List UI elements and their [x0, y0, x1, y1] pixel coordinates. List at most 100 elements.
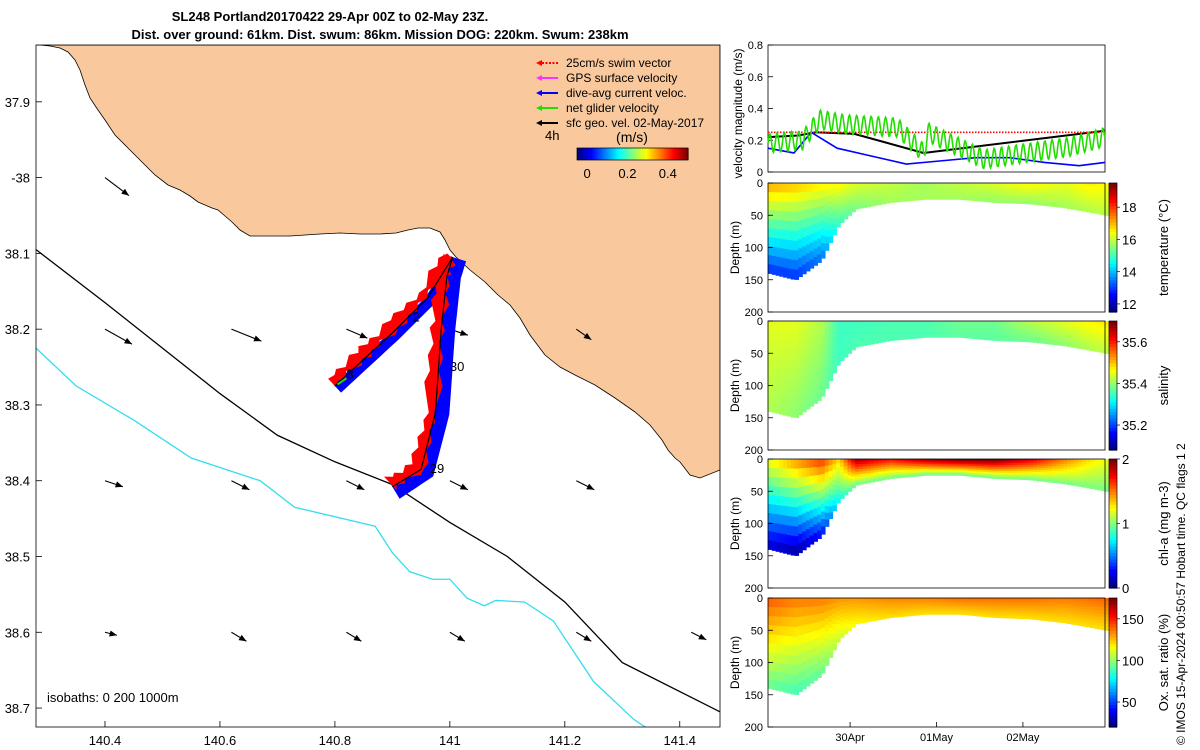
section-cell	[821, 504, 826, 513]
section-cell	[942, 606, 947, 609]
section-cell	[824, 230, 830, 238]
section-cell	[1105, 333, 1110, 338]
section-cell	[805, 606, 811, 617]
section-cell	[911, 186, 917, 189]
section-cell	[1105, 195, 1110, 200]
section-cell	[832, 208, 837, 215]
section-cell	[896, 459, 902, 462]
section-cell	[832, 341, 837, 348]
section-cell	[1010, 465, 1015, 468]
section-cell	[1059, 475, 1065, 480]
section-cell	[779, 598, 784, 608]
section-cell	[995, 466, 1000, 470]
section-cell	[874, 196, 879, 200]
section-cell	[1101, 626, 1106, 631]
section-cell	[1097, 201, 1102, 206]
section-cell	[1025, 183, 1031, 186]
section-cell	[953, 330, 959, 333]
section-cell	[1093, 348, 1099, 352]
section-cell	[1078, 207, 1084, 212]
section-cell	[805, 502, 811, 513]
section-colorbar-cell	[1109, 717, 1117, 722]
section-cell	[995, 609, 1000, 613]
section-cell	[1074, 469, 1080, 473]
section-cell	[964, 184, 970, 187]
section-cell	[1089, 344, 1095, 349]
section-cell	[1059, 335, 1065, 339]
section-colorbar-cell	[1109, 250, 1117, 255]
section-ytick-label: 100	[745, 658, 763, 670]
section-cell	[1002, 468, 1008, 472]
section-cell	[1093, 486, 1099, 490]
section-cell	[802, 598, 807, 608]
section-cell	[1063, 343, 1068, 347]
section-cell	[968, 598, 974, 601]
section-cell	[790, 526, 796, 537]
section-cell	[1059, 337, 1065, 342]
section-cell	[828, 627, 834, 635]
section-cell	[930, 322, 936, 325]
section-cell	[843, 487, 849, 492]
section-cell	[1055, 337, 1061, 341]
section-cell	[980, 199, 985, 202]
section-cell	[821, 190, 826, 199]
section-cell	[934, 197, 940, 200]
section-cell	[1067, 481, 1072, 486]
section-cell	[904, 475, 909, 478]
section-cell	[1040, 613, 1046, 617]
section-cell	[768, 219, 773, 229]
section-cell	[961, 324, 966, 327]
section-cell	[775, 486, 781, 497]
section-cell	[855, 621, 860, 625]
section-ytick-label: 150	[745, 551, 763, 563]
section-cell	[1070, 459, 1076, 463]
section-cell	[1017, 616, 1023, 619]
section-cell	[851, 623, 856, 628]
section-cell	[1097, 604, 1102, 608]
section-cell	[1040, 187, 1046, 191]
section-cell	[821, 474, 826, 483]
section-cell	[1078, 191, 1084, 195]
section-cell	[1055, 183, 1061, 186]
section-cell	[1029, 467, 1034, 471]
section-cell	[821, 481, 826, 490]
section-cell	[991, 334, 996, 337]
section-cell	[866, 342, 871, 346]
section-cell	[847, 327, 853, 332]
section-cell	[915, 188, 921, 191]
section-cell	[1086, 194, 1091, 198]
section-cell	[919, 468, 925, 472]
section-cell	[851, 323, 856, 328]
section-cell	[870, 339, 875, 343]
section-cell	[1101, 616, 1106, 621]
section-cell	[945, 324, 951, 327]
section-cell	[1063, 468, 1068, 472]
section-cell	[824, 459, 830, 467]
section-cell	[874, 600, 879, 604]
section-cell	[896, 598, 902, 601]
section-cell	[976, 337, 981, 340]
section-cell	[919, 321, 925, 324]
section-cell	[976, 188, 981, 191]
section-cell	[934, 184, 940, 187]
section-cell	[976, 195, 981, 198]
section-cell	[798, 496, 803, 507]
section-cell	[771, 403, 777, 413]
section-cell	[779, 644, 784, 655]
section-cell	[1097, 342, 1102, 347]
section-cell	[798, 377, 803, 388]
section-cell	[1017, 189, 1023, 192]
section-cell	[919, 473, 925, 477]
section-cell	[809, 208, 815, 218]
section-cell	[1006, 200, 1012, 204]
section-cell	[998, 462, 1004, 466]
section-cell	[832, 500, 837, 507]
section-cell	[1089, 321, 1095, 325]
section-cell	[1021, 475, 1027, 478]
section-cell	[805, 400, 811, 410]
section-cell	[983, 324, 989, 328]
section-cell	[983, 601, 989, 605]
section-cell	[915, 474, 921, 477]
section-cell	[1086, 188, 1091, 193]
